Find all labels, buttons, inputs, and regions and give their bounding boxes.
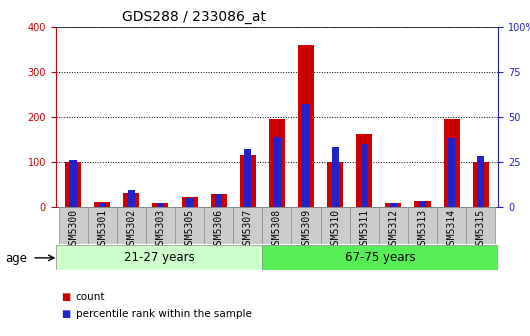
Bar bbox=[186, 198, 193, 207]
Bar bbox=[87, 207, 117, 244]
Text: GSM5303: GSM5303 bbox=[155, 208, 165, 250]
Bar bbox=[56, 245, 262, 270]
Bar bbox=[240, 155, 256, 207]
Text: GSM5313: GSM5313 bbox=[418, 208, 428, 250]
Text: GSM5306: GSM5306 bbox=[214, 208, 224, 250]
Text: GSM5310: GSM5310 bbox=[330, 208, 340, 250]
Bar bbox=[58, 207, 87, 244]
Text: GSM5311: GSM5311 bbox=[359, 208, 369, 250]
Bar bbox=[444, 119, 460, 207]
Text: GSM5305: GSM5305 bbox=[184, 208, 195, 250]
Bar bbox=[69, 160, 77, 207]
Bar bbox=[204, 207, 233, 244]
Text: ■: ■ bbox=[61, 309, 70, 319]
Text: GSM5308: GSM5308 bbox=[272, 208, 282, 250]
Text: GSM5314: GSM5314 bbox=[447, 208, 457, 250]
Bar bbox=[123, 193, 139, 207]
Bar bbox=[273, 136, 280, 207]
Text: GSM5312: GSM5312 bbox=[388, 208, 399, 250]
Bar bbox=[175, 207, 204, 244]
Bar bbox=[303, 104, 310, 207]
Bar bbox=[128, 191, 135, 207]
Bar bbox=[94, 202, 110, 207]
Bar bbox=[408, 207, 437, 244]
Text: 67-75 years: 67-75 years bbox=[345, 251, 416, 264]
Bar bbox=[211, 194, 227, 207]
Text: percentile rank within the sample: percentile rank within the sample bbox=[76, 309, 252, 319]
Bar bbox=[477, 156, 484, 207]
Bar bbox=[262, 245, 498, 270]
Bar bbox=[385, 203, 401, 207]
Text: age: age bbox=[5, 252, 28, 264]
Bar bbox=[321, 207, 350, 244]
Bar bbox=[350, 207, 379, 244]
Bar bbox=[448, 138, 455, 207]
Bar bbox=[327, 162, 343, 207]
Bar bbox=[153, 203, 169, 207]
Bar bbox=[157, 203, 164, 207]
Bar bbox=[146, 207, 175, 244]
Bar bbox=[332, 147, 339, 207]
Bar bbox=[356, 134, 372, 207]
Bar bbox=[437, 207, 466, 244]
Bar bbox=[99, 203, 106, 207]
Bar bbox=[466, 207, 496, 244]
Bar bbox=[292, 207, 321, 244]
Bar bbox=[360, 144, 368, 207]
Bar bbox=[390, 203, 397, 207]
Bar bbox=[182, 197, 198, 207]
Bar bbox=[414, 201, 430, 207]
Bar bbox=[419, 201, 426, 207]
Bar bbox=[233, 207, 262, 244]
Text: GSM5300: GSM5300 bbox=[68, 208, 78, 250]
Bar bbox=[65, 162, 81, 207]
Bar bbox=[262, 207, 292, 244]
Text: GSM5301: GSM5301 bbox=[97, 208, 107, 250]
Text: count: count bbox=[76, 292, 105, 302]
Bar bbox=[117, 207, 146, 244]
Bar bbox=[244, 149, 251, 207]
Text: GSM5315: GSM5315 bbox=[476, 208, 485, 250]
Bar bbox=[215, 194, 222, 207]
Text: GSM5307: GSM5307 bbox=[243, 208, 253, 250]
Text: GSM5302: GSM5302 bbox=[126, 208, 136, 250]
Bar bbox=[298, 45, 314, 207]
Text: GSM5309: GSM5309 bbox=[301, 208, 311, 250]
Bar bbox=[379, 207, 408, 244]
Bar bbox=[269, 119, 285, 207]
Text: 21-27 years: 21-27 years bbox=[123, 251, 195, 264]
Text: ■: ■ bbox=[61, 292, 70, 302]
Text: GDS288 / 233086_at: GDS288 / 233086_at bbox=[122, 10, 266, 25]
Bar bbox=[473, 162, 489, 207]
